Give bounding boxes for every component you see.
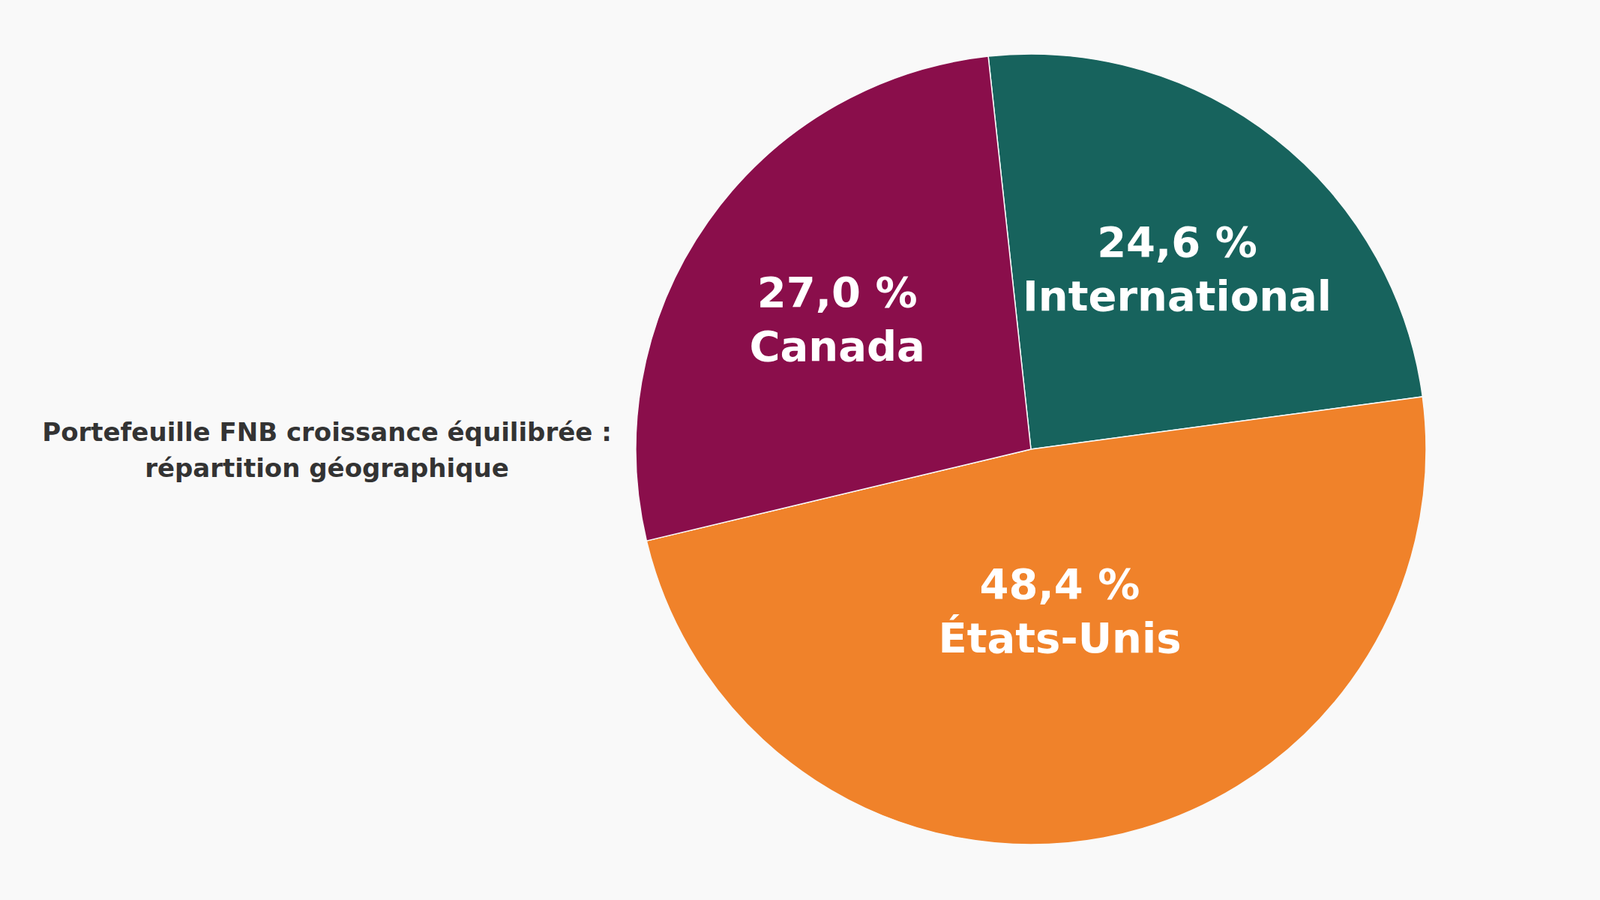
slice-category-label: États-Unis [937,613,1181,663]
slice-category-label: International [1022,271,1332,321]
chart: Portefeuille FNB croissance équilibrée :… [0,0,1600,900]
labels: 24,6 %International 48,4 %États-Unis 27,0 … [749,217,1332,663]
pie-slice [635,56,1031,541]
slice-category-label: Canada [749,321,925,371]
slice-value-label: 48,4 % [979,559,1141,609]
chart-title-line: Portefeuille FNB croissance équilibrée : [41,416,612,447]
chart-title-line: répartition géographique [144,452,510,483]
slices [635,53,1427,845]
slice-value-label: 24,6 % [1096,217,1258,267]
chart-title: Portefeuille FNB croissance équilibrée :… [41,416,612,483]
pie-slice [988,53,1423,450]
slice-value-label: 27,0 % [757,267,918,317]
